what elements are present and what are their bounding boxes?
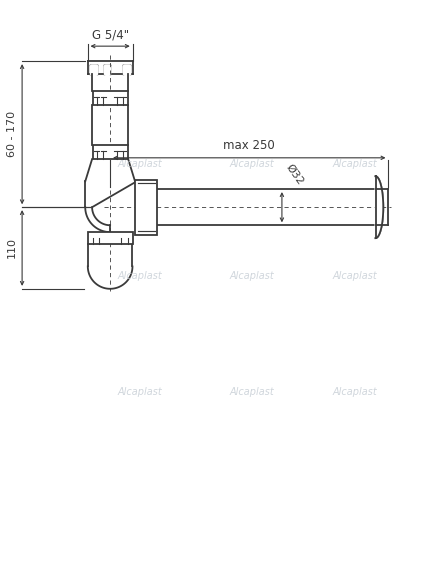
Text: Ø32: Ø32 bbox=[283, 163, 305, 187]
Text: Alcaplast: Alcaplast bbox=[332, 387, 376, 397]
Text: Alcaplast: Alcaplast bbox=[332, 159, 376, 169]
Text: Alcaplast: Alcaplast bbox=[118, 159, 162, 169]
Polygon shape bbox=[90, 65, 97, 74]
Text: Alcaplast: Alcaplast bbox=[118, 271, 162, 281]
Polygon shape bbox=[375, 176, 382, 238]
Polygon shape bbox=[123, 65, 130, 74]
Text: Alcaplast: Alcaplast bbox=[118, 387, 162, 397]
Bar bbox=[135, 180, 157, 234]
Bar bbox=[87, 232, 132, 244]
Text: max 250: max 250 bbox=[223, 139, 275, 152]
Polygon shape bbox=[103, 65, 110, 74]
Text: Alcaplast: Alcaplast bbox=[229, 387, 273, 397]
Text: 110: 110 bbox=[7, 237, 17, 258]
Text: Alcaplast: Alcaplast bbox=[229, 159, 273, 169]
Text: Alcaplast: Alcaplast bbox=[332, 271, 376, 281]
Bar bbox=[92, 91, 128, 105]
Bar bbox=[92, 145, 128, 159]
Text: G 5/4": G 5/4" bbox=[92, 28, 128, 41]
Text: 60 - 170: 60 - 170 bbox=[7, 111, 17, 157]
Text: Alcaplast: Alcaplast bbox=[229, 271, 273, 281]
